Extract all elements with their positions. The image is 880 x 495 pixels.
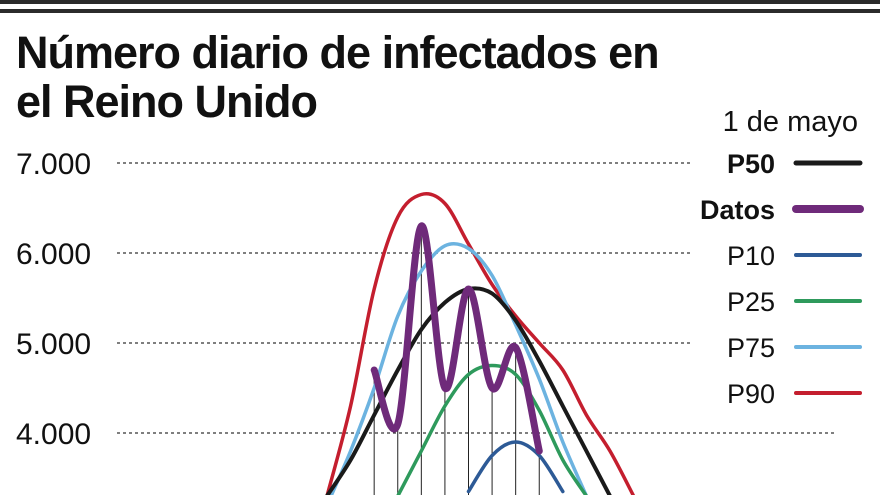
series-lines: [325, 192, 636, 495]
series-line-p10: [466, 440, 565, 494]
top-rule: [0, 0, 880, 4]
legend-label-p10: P10: [727, 241, 775, 271]
legend-label-p90: P90: [727, 379, 775, 409]
top-rule-thin: [0, 9, 880, 13]
date-annotation: 1 de mayo: [722, 106, 858, 138]
y-tick-label: 5.000: [16, 328, 91, 361]
legend-label-p75: P75: [727, 333, 775, 363]
y-tick-label: 6.000: [16, 238, 91, 271]
y-tick-label: 7.000: [16, 148, 91, 181]
legend-label-p25: P25: [727, 287, 775, 317]
chart-title: Número diario de infectados en el Reino …: [16, 27, 660, 127]
legend: P50 Datos P10 P25 P75 P90: [700, 149, 864, 409]
y-tick-labels: 7.000 6.000 5.000 4.000: [16, 148, 91, 451]
series-line-p25: [396, 363, 588, 495]
series-line-p75: [329, 241, 588, 495]
legend-label-datos: Datos: [700, 195, 775, 225]
legend-label-p50: P50: [727, 149, 775, 179]
y-tick-label: 4.000: [16, 418, 91, 451]
series-line-datos: [370, 222, 543, 455]
